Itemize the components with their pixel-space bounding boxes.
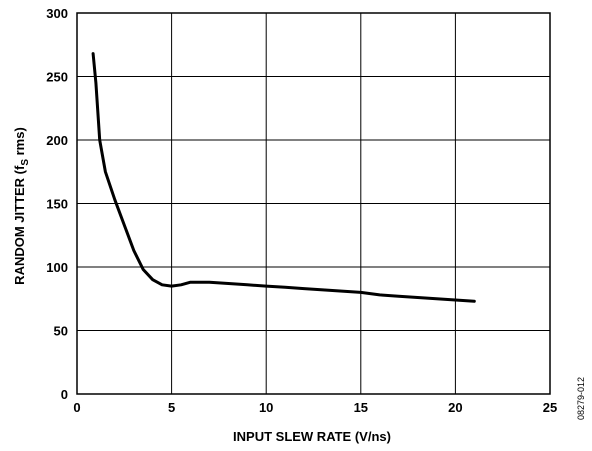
x-tick-label: 5	[168, 400, 175, 415]
x-tick-label: 15	[354, 400, 368, 415]
x-axis-title: INPUT SLEW RATE (V/ns)	[233, 429, 391, 444]
y-tick-label: 50	[54, 324, 68, 339]
y-axis-title: RANDOM JITTER (fS rms)	[12, 127, 31, 285]
y-axis-title-subscript: S	[20, 159, 31, 166]
x-tick-label: 25	[543, 400, 557, 415]
figure-id: 08279-012	[576, 377, 586, 420]
y-tick-label: 200	[46, 133, 68, 148]
y-axis-ticks: 0 50 100 150 200 250 300	[46, 6, 68, 402]
x-tick-label: 0	[73, 400, 80, 415]
y-tick-label: 250	[46, 70, 68, 85]
grid-lines	[77, 13, 550, 394]
y-tick-label: 300	[46, 6, 68, 21]
y-tick-label: 0	[61, 387, 68, 402]
y-axis-title-main: RANDOM JITTER (f	[12, 165, 27, 285]
y-tick-label: 100	[46, 260, 68, 275]
x-tick-label: 10	[259, 400, 273, 415]
series-line	[91, 52, 476, 303]
x-tick-label: 20	[448, 400, 462, 415]
y-axis-title-suffix: rms)	[12, 127, 27, 159]
x-axis-ticks: 0 5 10 15 20 25	[73, 400, 557, 415]
y-tick-label: 150	[46, 197, 68, 212]
plot-frame	[76, 12, 551, 395]
